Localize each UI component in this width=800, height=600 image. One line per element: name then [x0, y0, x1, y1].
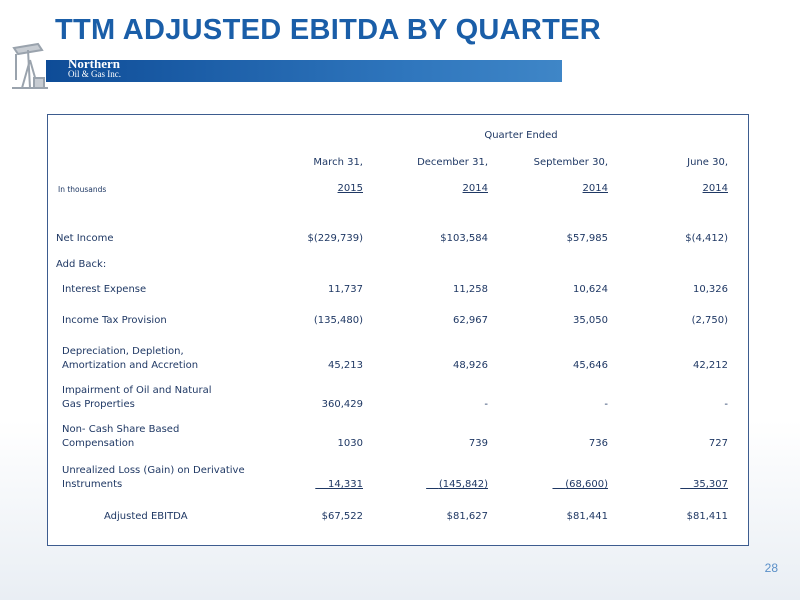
cell-derivatives-4-value: 35,307 — [693, 479, 728, 490]
cell-adjusted-ebitda-3: $81,441 — [566, 511, 608, 522]
cell-impairment-3: - — [604, 399, 608, 410]
row-label-dda-line2: Amortization and Accretion — [62, 360, 199, 371]
add-back-label: Add Back: — [56, 259, 107, 270]
column-date-1: March 31, — [313, 157, 363, 168]
cell-adjusted-ebitda-4: $81,411 — [686, 511, 728, 522]
row-label-net-income: Net Income — [56, 233, 114, 244]
slide-title: TTM ADJUSTED EBITDA BY QUARTER — [55, 14, 602, 46]
row-label-income-tax: Income Tax Provision — [62, 315, 167, 326]
cell-interest-expense-1: 11,737 — [328, 284, 363, 295]
row-label-impairment-line1: Impairment of Oil and Natural — [62, 385, 212, 396]
cell-net-income-4: $(4,412) — [685, 233, 728, 244]
row-label-share-comp: Non- Cash Share Based Compensation — [62, 423, 179, 451]
cell-income-tax-4: (2,750) — [691, 315, 728, 326]
cell-derivatives-4: 35,307 — [628, 478, 728, 492]
cell-derivatives-1: 14,331 — [268, 478, 363, 492]
pumpjack-logo-icon — [12, 42, 48, 89]
cell-net-income-2: $103,584 — [440, 233, 488, 244]
cell-income-tax-2: 62,967 — [453, 315, 488, 326]
cell-dda-4: 42,212 — [693, 360, 728, 371]
column-year-1: 2015 — [337, 183, 363, 194]
row-label-share-comp-line1: Non- Cash Share Based — [62, 424, 180, 435]
row-label-impairment-line2: Gas Properties — [62, 399, 135, 410]
page-number: 28 — [764, 561, 778, 575]
cell-income-tax-3: 35,050 — [573, 315, 608, 326]
row-label-derivatives-line2: Instruments — [62, 479, 123, 490]
row-label-dda: Depreciation, Depletion, Amortization an… — [62, 345, 198, 373]
cell-net-income-3: $57,985 — [566, 233, 608, 244]
column-year-4: 2014 — [702, 183, 728, 194]
cell-share-comp-1: 1030 — [337, 438, 363, 449]
cell-adjusted-ebitda-1: $67,522 — [321, 511, 363, 522]
column-year-3: 2014 — [582, 183, 608, 194]
cell-dda-2: 48,926 — [453, 360, 488, 371]
row-label-derivatives: Unrealized Loss (Gain) on Derivative Ins… — [62, 464, 245, 492]
cell-derivatives-3: (68,600) — [508, 478, 608, 492]
company-logo-text: Northern Oil & Gas Inc. — [68, 56, 121, 80]
cell-impairment-4: - — [724, 399, 728, 410]
cell-interest-expense-2: 11,258 — [453, 284, 488, 295]
cell-adjusted-ebitda-2: $81,627 — [446, 511, 488, 522]
row-label-interest-expense: Interest Expense — [62, 284, 147, 295]
row-label-share-comp-line2: Compensation — [62, 438, 135, 449]
cell-impairment-1: 360,429 — [321, 399, 363, 410]
cell-derivatives-3-value: (68,600) — [565, 479, 608, 490]
column-date-2: December 31, — [417, 157, 488, 168]
cell-derivatives-2: (145,842) — [393, 478, 488, 492]
ebitda-table-panel: Quarter Ended March 31, December 31, Sep… — [47, 114, 749, 546]
cell-share-comp-2: 739 — [468, 438, 488, 449]
column-date-4: June 30, — [687, 157, 728, 168]
cell-derivatives-2-value: (145,842) — [438, 479, 488, 490]
logo-line1: Northern — [68, 56, 120, 71]
row-label-impairment: Impairment of Oil and Natural Gas Proper… — [62, 384, 212, 412]
column-year-2: 2014 — [462, 183, 488, 194]
logo-line2: Oil & Gas Inc. — [68, 69, 121, 79]
column-date-3: September 30, — [533, 157, 608, 168]
row-label-derivatives-line1: Unrealized Loss (Gain) on Derivative — [62, 465, 245, 476]
cell-interest-expense-4: 10,326 — [693, 284, 728, 295]
cell-interest-expense-3: 10,624 — [573, 284, 608, 295]
cell-dda-1: 45,213 — [328, 360, 363, 371]
period-header: Quarter Ended — [484, 130, 558, 141]
header-bar — [46, 60, 562, 82]
cell-income-tax-1: (135,480) — [313, 315, 363, 326]
cell-net-income-1: $(229,739) — [307, 233, 363, 244]
cell-dda-3: 45,646 — [573, 360, 608, 371]
cell-impairment-2: - — [484, 399, 488, 410]
units-label: In thousands — [58, 185, 107, 194]
cell-derivatives-1-value: 14,331 — [328, 479, 363, 490]
row-label-dda-line1: Depreciation, Depletion, — [62, 346, 184, 357]
cell-share-comp-4: 727 — [708, 438, 728, 449]
cell-share-comp-3: 736 — [588, 438, 608, 449]
row-label-adjusted-ebitda: Adjusted EBITDA — [104, 511, 188, 522]
